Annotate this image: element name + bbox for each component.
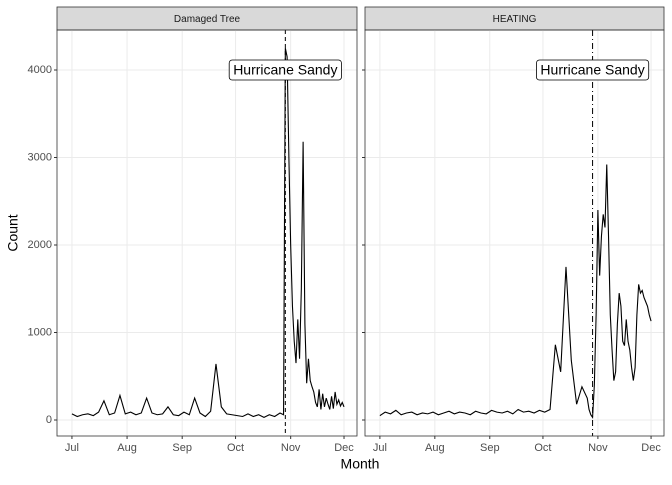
x-tick-label: Jul (65, 442, 79, 454)
strip-label: Damaged Tree (174, 14, 241, 25)
line (71, 48, 345, 418)
x-axis-title: Month (341, 456, 380, 472)
strip-label: HEATING (493, 14, 537, 25)
x-tick-label: Nov (588, 442, 608, 454)
y-tick-label: 4000 (28, 64, 52, 76)
x-tick-label: Sep (480, 442, 500, 454)
y-tick-label: 3000 (28, 151, 52, 163)
x-tick-label: Oct (534, 442, 551, 454)
y-axis-title: Count (5, 214, 21, 251)
annotation-box (228, 59, 342, 81)
panel-background (57, 30, 357, 436)
x-tick-label: Dec (334, 442, 354, 454)
panel-border (364, 29, 665, 437)
y-tick-label: 0 (46, 414, 52, 426)
annotation-box (536, 59, 650, 81)
panel-border (56, 29, 358, 437)
x-tick-label: Sep (172, 442, 192, 454)
panel-background (365, 30, 664, 436)
x-tick-label: Aug (425, 442, 445, 454)
y-tick-label: 1000 (28, 326, 52, 338)
x-tick-label: Jul (373, 442, 387, 454)
annotation: Hurricane Sandy (233, 62, 337, 78)
x-tick-label: Oct (227, 442, 244, 454)
y-tick-label: 2000 (28, 239, 52, 251)
x-tick-label: Dec (641, 442, 661, 454)
x-tick-label: Nov (281, 442, 301, 454)
line (379, 164, 652, 420)
x-tick-label: Aug (117, 442, 137, 454)
annotation: Hurricane Sandy (540, 62, 644, 78)
